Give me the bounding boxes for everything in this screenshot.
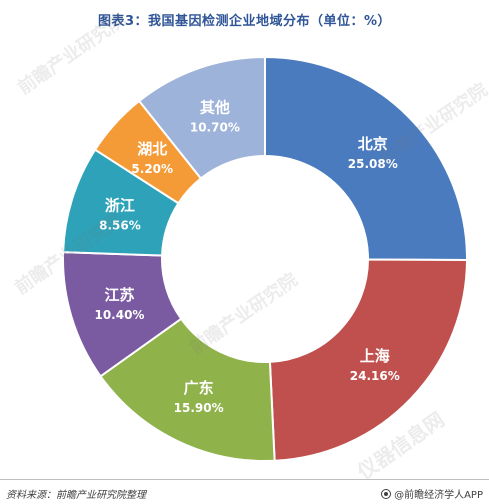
slice-其他 [137,55,266,180]
brand-logo-icon [381,488,392,499]
slice-上海 [268,258,469,462]
slice-value-label: 10.70% [190,121,240,135]
slice-value-label: 15.90% [174,401,224,415]
brand-label: @前瞻经济学人APP [394,490,483,501]
slice-label: 广东 [184,379,214,397]
slice-label: 其他 [200,99,230,117]
slice-value-label: 25.08% [348,157,398,171]
donut-labels: 北京 25.08% 上海 24.16% 广东 15.90% 江苏 10.40% 浙江 8.56% 湖… [94,99,399,415]
footer: 资料来源：前瞻产业研究院整理 @前瞻经济学人APP [0,479,489,504]
source-note: 资料来源：前瞻产业研究院整理 [6,490,146,501]
slice-label: 北京 [358,135,388,153]
brand: @前瞻经济学人APP [381,486,483,501]
slice-value-label: 8.56% [99,219,141,233]
slice-label: 湖北 [137,140,167,158]
slice-广东 [99,317,276,462]
slice-value-label: 24.16% [350,369,400,383]
slice-value-label: 10.40% [94,308,144,322]
slice-value-label: 5.20% [131,162,173,176]
chart-title: 图表3：我国基因检测企业地域分布（单位：%） [97,14,392,29]
slice-label: 上海 [360,347,390,365]
slice-label: 江苏 [104,286,134,304]
slice-北京 [264,55,468,262]
donut-slices [62,55,469,462]
slice-label: 浙江 [105,197,135,215]
